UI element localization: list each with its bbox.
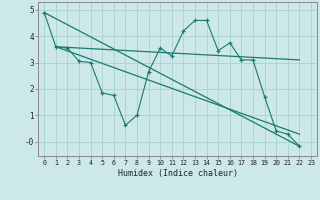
- X-axis label: Humidex (Indice chaleur): Humidex (Indice chaleur): [118, 169, 238, 178]
